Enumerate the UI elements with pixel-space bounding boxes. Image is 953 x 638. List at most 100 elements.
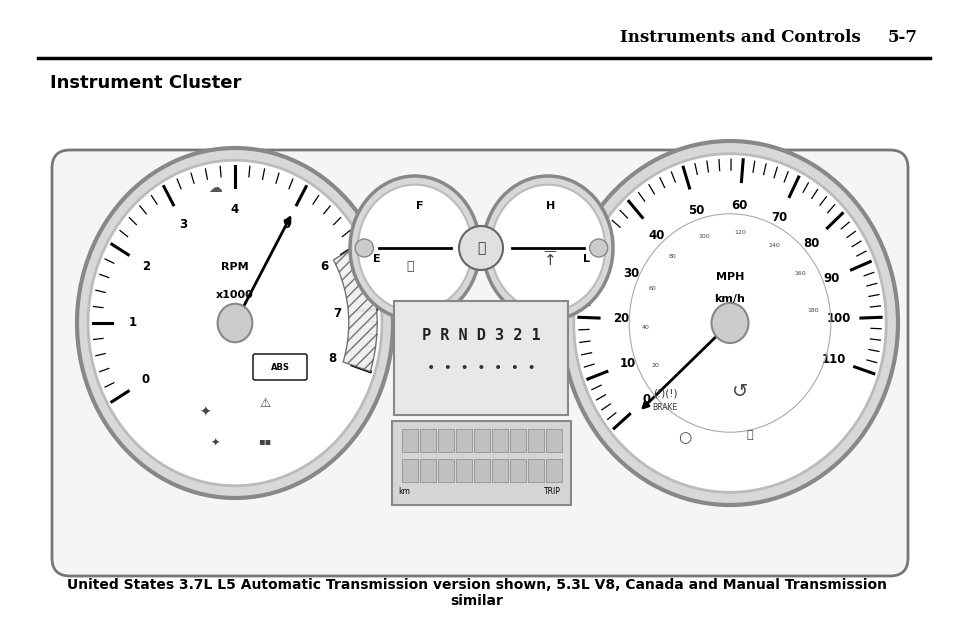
Polygon shape xyxy=(334,244,376,372)
FancyBboxPatch shape xyxy=(419,459,436,482)
Ellipse shape xyxy=(458,226,502,270)
Text: 7: 7 xyxy=(333,307,341,320)
Text: 2: 2 xyxy=(142,260,150,272)
Ellipse shape xyxy=(88,160,381,486)
Text: 140: 140 xyxy=(768,243,780,248)
Text: F: F xyxy=(416,201,423,211)
FancyBboxPatch shape xyxy=(52,150,907,576)
Text: 6: 6 xyxy=(319,260,328,272)
Text: TRIP: TRIP xyxy=(543,487,560,496)
FancyBboxPatch shape xyxy=(419,429,436,452)
Text: 5-7: 5-7 xyxy=(887,29,917,47)
Text: ●: ● xyxy=(430,293,439,303)
Ellipse shape xyxy=(355,239,373,257)
Text: L: L xyxy=(583,254,590,263)
Text: E: E xyxy=(373,254,380,263)
Text: —: — xyxy=(543,245,556,258)
Text: 60: 60 xyxy=(647,286,656,292)
Ellipse shape xyxy=(711,303,748,343)
Ellipse shape xyxy=(482,176,613,320)
FancyBboxPatch shape xyxy=(492,459,507,482)
Text: 3: 3 xyxy=(179,218,188,231)
Ellipse shape xyxy=(561,141,897,505)
Text: Instruments and Controls: Instruments and Controls xyxy=(619,29,860,47)
FancyBboxPatch shape xyxy=(437,429,454,452)
Text: 4: 4 xyxy=(231,203,239,216)
Ellipse shape xyxy=(77,148,393,498)
FancyBboxPatch shape xyxy=(437,459,454,482)
FancyBboxPatch shape xyxy=(545,429,561,452)
Text: ✦: ✦ xyxy=(210,438,219,448)
Text: ○: ○ xyxy=(678,431,691,445)
FancyBboxPatch shape xyxy=(510,459,525,482)
Ellipse shape xyxy=(589,239,607,257)
FancyBboxPatch shape xyxy=(545,459,561,482)
Text: 100: 100 xyxy=(826,313,850,325)
FancyBboxPatch shape xyxy=(401,459,417,482)
Text: 20: 20 xyxy=(612,313,628,325)
Text: 90: 90 xyxy=(822,272,839,285)
Text: 1: 1 xyxy=(128,316,136,329)
Text: ↺: ↺ xyxy=(731,382,747,401)
Text: 100: 100 xyxy=(698,234,709,239)
Text: 40: 40 xyxy=(648,228,664,242)
Text: MPH: MPH xyxy=(715,272,743,283)
Text: km: km xyxy=(397,487,410,496)
FancyBboxPatch shape xyxy=(474,459,490,482)
Text: ☁: ☁ xyxy=(208,181,222,195)
Text: ↑: ↑ xyxy=(543,253,556,269)
Ellipse shape xyxy=(490,184,604,311)
Text: km/h: km/h xyxy=(714,294,744,304)
FancyBboxPatch shape xyxy=(492,429,507,452)
Text: H: H xyxy=(546,201,555,211)
Text: 8: 8 xyxy=(328,352,336,365)
Text: P R N D 3 2 1: P R N D 3 2 1 xyxy=(421,329,539,343)
Text: x1000: x1000 xyxy=(216,290,253,300)
FancyBboxPatch shape xyxy=(456,429,472,452)
Ellipse shape xyxy=(217,304,253,342)
Text: BRAKE: BRAKE xyxy=(652,403,677,413)
Text: ABS: ABS xyxy=(271,362,289,371)
Polygon shape xyxy=(334,244,376,372)
Text: 0: 0 xyxy=(641,392,650,406)
Ellipse shape xyxy=(350,176,479,320)
FancyBboxPatch shape xyxy=(474,429,490,452)
FancyBboxPatch shape xyxy=(394,301,567,415)
Text: ✦: ✦ xyxy=(199,406,211,420)
Text: ⛽: ⛽ xyxy=(406,260,414,272)
Text: 180: 180 xyxy=(806,308,818,313)
Text: 120: 120 xyxy=(734,230,745,235)
Text: ▪▪: ▪▪ xyxy=(258,436,272,446)
Text: RPM: RPM xyxy=(221,262,249,272)
Text: 160: 160 xyxy=(794,271,805,276)
Text: 110: 110 xyxy=(821,353,845,366)
Text: 20: 20 xyxy=(651,363,659,368)
Text: 0: 0 xyxy=(142,373,150,387)
Text: 5: 5 xyxy=(282,218,290,231)
Text: 80: 80 xyxy=(668,254,676,259)
FancyBboxPatch shape xyxy=(392,421,571,505)
Text: 70: 70 xyxy=(771,211,787,224)
Text: United States 3.7L L5 Automatic Transmission version shown, 5.3L V8, Canada and : United States 3.7L L5 Automatic Transmis… xyxy=(67,578,886,608)
Text: (!)(!): (!)(!) xyxy=(652,388,677,398)
FancyBboxPatch shape xyxy=(401,429,417,452)
Text: • • • • • • •: • • • • • • • xyxy=(426,361,535,375)
Text: ●: ● xyxy=(531,293,540,303)
FancyBboxPatch shape xyxy=(510,429,525,452)
Text: 50: 50 xyxy=(687,204,703,217)
Ellipse shape xyxy=(573,154,885,493)
FancyBboxPatch shape xyxy=(253,354,307,380)
FancyBboxPatch shape xyxy=(456,459,472,482)
Text: 60: 60 xyxy=(731,198,747,212)
FancyBboxPatch shape xyxy=(527,429,543,452)
Text: 40: 40 xyxy=(641,325,649,330)
Text: 🔒: 🔒 xyxy=(746,430,753,440)
FancyBboxPatch shape xyxy=(527,459,543,482)
Ellipse shape xyxy=(357,184,472,311)
Text: ⏻: ⏻ xyxy=(476,241,485,255)
Text: 30: 30 xyxy=(622,267,639,279)
Text: 10: 10 xyxy=(618,357,635,370)
Text: 80: 80 xyxy=(802,237,819,250)
Text: Instrument Cluster: Instrument Cluster xyxy=(50,74,241,92)
Text: ⚠: ⚠ xyxy=(259,396,271,410)
